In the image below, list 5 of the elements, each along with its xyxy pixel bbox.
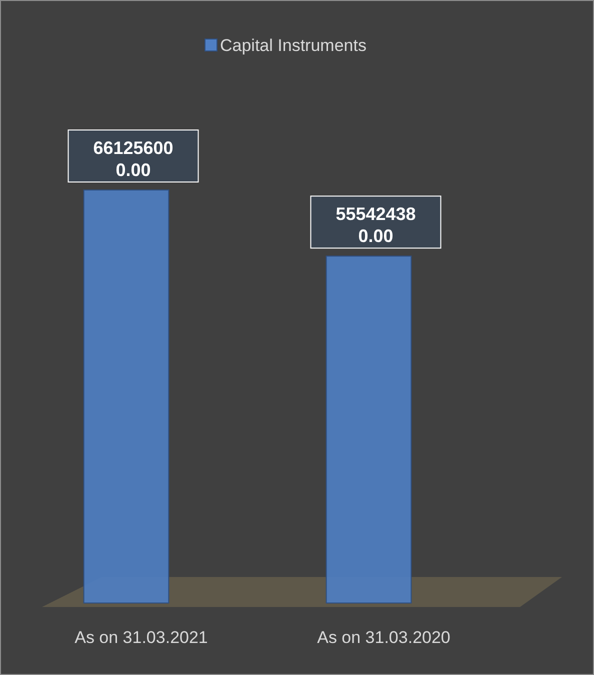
data-label: 661256000.00 <box>93 138 174 180</box>
x-tick-label: As on 31.03.2021 <box>74 628 208 647</box>
data-label: 555424380.00 <box>336 204 416 246</box>
legend-label: Capital Instruments <box>220 36 366 55</box>
x-tick-label: As on 31.03.2020 <box>317 628 450 647</box>
